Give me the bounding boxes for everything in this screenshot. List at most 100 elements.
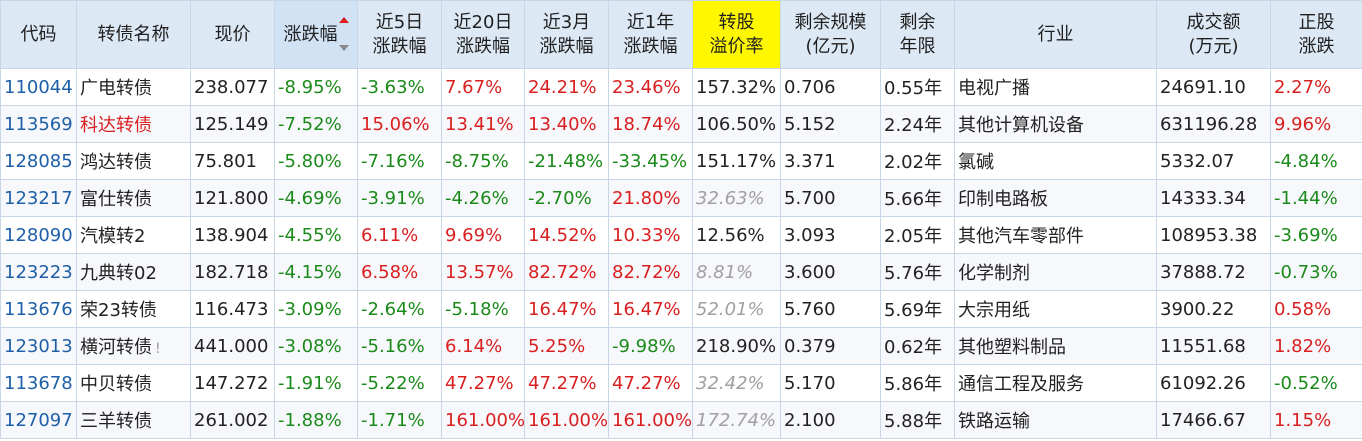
table-row[interactable]: 127097 三羊转债 261.002 -1.88% -1.71% 161.00% 161.… [0, 401, 1362, 439]
code-value: 113676 [4, 298, 73, 320]
cell-change: -3.09% [274, 290, 358, 328]
cell-code[interactable]: 123223 [0, 253, 77, 291]
d5-value: 6.11% [361, 224, 419, 246]
cell-stock-change: -0.73% [1270, 253, 1362, 291]
header-stock-change[interactable]: 正股 涨跌 [1270, 0, 1362, 69]
stock-change-value: -3.69% [1274, 224, 1338, 246]
m3-value: 16.47% [528, 298, 597, 320]
code-value: 128090 [4, 224, 73, 246]
scale-value: 3.371 [784, 150, 836, 172]
years-value: 2.05年 [884, 226, 943, 247]
cell-scale: 5.152 [780, 105, 881, 143]
d20-value: 47.27% [445, 372, 514, 394]
table-row[interactable]: 113569 科达转债 125.149 -7.52% 15.06% 13.41% 13.40… [0, 105, 1362, 143]
header-years[interactable]: 剩余 年限 [880, 0, 955, 69]
cell-stock-change: 9.96% [1270, 105, 1362, 143]
cell-scale: 5.700 [780, 179, 881, 217]
cell-name[interactable]: 广电转债 [76, 68, 191, 106]
header-d20[interactable]: 近20日 涨跌幅 [441, 0, 525, 69]
cell-industry: 氯碱 [954, 142, 1157, 180]
cell-code[interactable]: 128090 [0, 216, 77, 254]
cell-y1: 47.27% [608, 364, 693, 402]
header-d5[interactable]: 近5日 涨跌幅 [357, 0, 442, 69]
cell-change: -7.52% [274, 105, 358, 143]
cell-code[interactable]: 123217 [0, 179, 77, 217]
cell-volume: 631196.28 [1156, 105, 1271, 143]
change-value: -4.55% [278, 224, 342, 246]
y1-value: 47.27% [612, 372, 681, 394]
cell-name[interactable]: 九典转02 [76, 253, 191, 291]
header-y1[interactable]: 近1年 涨跌幅 [608, 0, 693, 69]
scale-value: 3.093 [784, 224, 836, 246]
cell-name[interactable]: 科达转债 [76, 105, 191, 143]
cell-volume: 5332.07 [1156, 142, 1271, 180]
cell-code[interactable]: 113678 [0, 364, 77, 402]
cell-code[interactable]: 113676 [0, 290, 77, 328]
cell-code[interactable]: 110044 [0, 68, 77, 106]
cell-years: 2.05年 [880, 216, 955, 254]
cell-code[interactable]: 123013 [0, 327, 77, 365]
cell-industry: 印制电路板 [954, 179, 1157, 217]
price-value: 116.473 [194, 298, 269, 320]
cell-code[interactable]: 113569 [0, 105, 77, 143]
cell-volume: 61092.26 [1156, 364, 1271, 402]
cell-d5: -3.63% [357, 68, 442, 106]
cell-code[interactable]: 127097 [0, 401, 77, 439]
d5-value: -3.91% [361, 187, 425, 209]
cell-premium: 8.81% [692, 253, 781, 291]
cell-name[interactable]: 富仕转债 [76, 179, 191, 217]
cell-years: 0.55年 [880, 68, 955, 106]
header-code[interactable]: 代码 [0, 0, 77, 69]
header-change[interactable]: 涨跌幅 [274, 0, 358, 69]
m3-value: 161.00% [528, 409, 609, 431]
cell-premium: 32.63% [692, 179, 781, 217]
cell-price: 441.000 [190, 327, 275, 365]
table-row[interactable]: 123013 横河转债! 441.000 -3.08% -5.16% 6.14% 5.25%… [0, 327, 1362, 365]
table-row[interactable]: 113678 中贝转债 147.272 -1.91% -5.22% 47.27% 47.27… [0, 364, 1362, 402]
price-value: 147.272 [194, 372, 269, 394]
cell-y1: -9.98% [608, 327, 693, 365]
sort-icon[interactable] [338, 16, 349, 51]
table-row[interactable]: 113676 荣23转债 116.473 -3.09% -2.64% -5.18% 16.4… [0, 290, 1362, 328]
code-value: 113569 [4, 113, 73, 135]
m3-value: -21.48% [528, 150, 604, 172]
stock-change-value: -0.52% [1274, 372, 1338, 394]
scale-value: 2.100 [784, 409, 836, 431]
cell-d20: 13.41% [441, 105, 525, 143]
volume-value: 24691.10 [1160, 76, 1246, 98]
warning-mark-icon: ! [155, 341, 161, 357]
cell-name[interactable]: 荣23转债 [76, 290, 191, 328]
d5-value: -3.63% [361, 76, 425, 98]
premium-value: 151.17% [696, 150, 777, 172]
d5-value: -5.16% [361, 335, 425, 357]
cell-name[interactable]: 汽模转2 [76, 216, 191, 254]
header-name[interactable]: 转债名称 [76, 0, 191, 69]
table-row[interactable]: 128085 鸿达转债 75.801 -5.80% -7.16% -8.75% -21.48… [0, 142, 1362, 180]
cell-price: 116.473 [190, 290, 275, 328]
header-volume[interactable]: 成交额 (万元) [1156, 0, 1271, 69]
cell-code[interactable]: 128085 [0, 142, 77, 180]
cell-name[interactable]: 鸿达转债 [76, 142, 191, 180]
table-row[interactable]: 110044 广电转债 238.077 -8.95% -3.63% 7.67% 24.21%… [0, 68, 1362, 106]
header-m3[interactable]: 近3月 涨跌幅 [524, 0, 609, 69]
cell-scale: 3.371 [780, 142, 881, 180]
header-scale[interactable]: 剩余规模 (亿元) [780, 0, 881, 69]
table-row[interactable]: 123217 富仕转债 121.800 -4.69% -3.91% -4.26% -2.70… [0, 179, 1362, 217]
cell-premium: 157.32% [692, 68, 781, 106]
cell-d20: -8.75% [441, 142, 525, 180]
y1-value: 21.80% [612, 187, 681, 209]
cell-name[interactable]: 横河转债! [76, 327, 191, 365]
cell-price: 182.718 [190, 253, 275, 291]
header-premium[interactable]: 转股 溢价率 [692, 0, 781, 69]
cell-change: -1.91% [274, 364, 358, 402]
d20-value: -5.18% [445, 298, 509, 320]
cell-name[interactable]: 三羊转债 [76, 401, 191, 439]
header-industry[interactable]: 行业 [954, 0, 1157, 69]
cell-name[interactable]: 中贝转债 [76, 364, 191, 402]
cell-y1: 10.33% [608, 216, 693, 254]
header-price[interactable]: 现价 [190, 0, 275, 69]
name-value: 中贝转债 [80, 374, 152, 395]
table-row[interactable]: 123223 九典转02 182.718 -4.15% 6.58% 13.57% 82.72… [0, 253, 1362, 291]
cell-years: 5.86年 [880, 364, 955, 402]
table-row[interactable]: 128090 汽模转2 138.904 -4.55% 6.11% 9.69% 14.52% 1… [0, 216, 1362, 254]
